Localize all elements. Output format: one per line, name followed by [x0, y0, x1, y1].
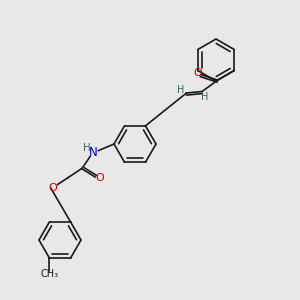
Text: O: O — [95, 173, 104, 184]
Text: H: H — [177, 85, 185, 95]
Text: O: O — [193, 68, 202, 78]
Text: CH₃: CH₃ — [40, 269, 58, 279]
Text: H: H — [201, 92, 208, 102]
Text: H: H — [82, 143, 90, 154]
Text: N: N — [88, 146, 98, 160]
Text: O: O — [49, 183, 58, 193]
